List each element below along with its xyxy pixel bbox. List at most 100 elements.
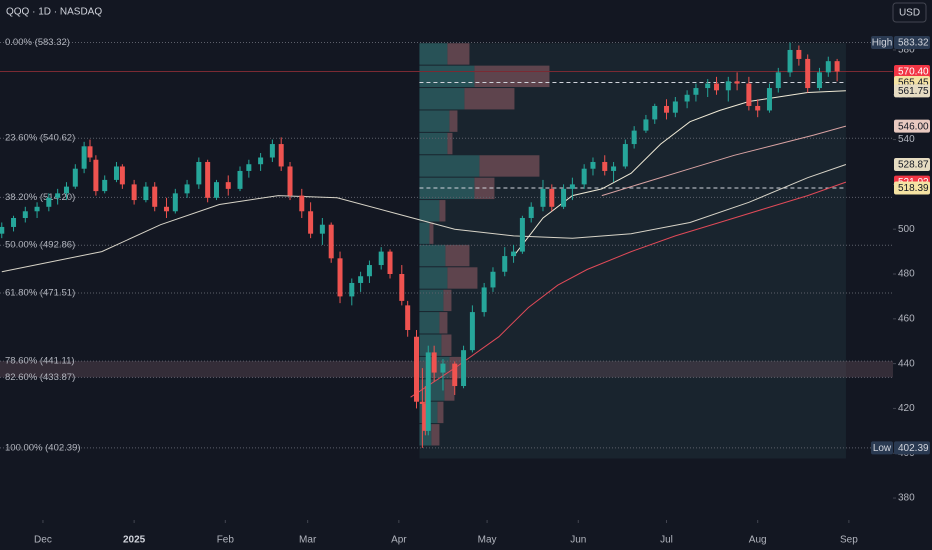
candle-body [481,287,487,313]
volume-up [419,222,430,244]
moving-average [513,90,846,257]
volume-down [464,88,515,110]
y-tick-label: 580 [898,45,915,56]
x-tick-label: Sep [840,535,858,546]
volume-down [443,289,452,312]
candle-body [502,256,508,272]
candle-body [172,193,178,212]
price-badge-label: 583.32 [898,38,929,49]
candle-body [299,195,305,212]
candle-body [328,224,334,259]
candle-body [805,58,811,89]
volume-up [419,110,450,132]
price-badge-label: 570.40 [898,67,929,78]
currency-button[interactable] [892,2,927,23]
candle-body [81,146,87,169]
candle-body [834,61,840,72]
candle-body [422,403,428,431]
candle-body [622,144,628,167]
candle-body [519,217,525,252]
y-tick-label: 380 [898,493,915,504]
volume-down [431,424,440,446]
candle-body [664,105,670,113]
candle-body [440,363,446,373]
candle-body [590,161,596,169]
x-tick-label: Feb [217,535,235,546]
y-tick-label: 540 [898,134,915,145]
candle-body [452,363,458,387]
volume-up [419,244,446,267]
candle-body [540,188,546,207]
volume-down [449,110,458,132]
candle-body [684,94,690,102]
candle-body [63,186,69,194]
candle-body [72,168,78,187]
candle-body [337,258,343,297]
x-tick-label: May [478,535,497,546]
y-tick-label: 460 [898,313,915,324]
x-tick-label: Aug [749,535,767,546]
volume-up [419,289,444,312]
volume-down [437,401,444,424]
chart-title: QQQ · 1D · NASDAQ [6,7,102,18]
volume-down [447,267,478,289]
candle-body [119,166,125,185]
candle-body [725,81,731,91]
price-badge-label: 528.87 [898,160,929,171]
price-badge [894,158,930,172]
x-tick-label: Dec [34,535,52,546]
candle-body [358,276,364,283]
volume-down [447,132,453,155]
fib-label: 0.00% (583.32) [5,37,70,48]
volume-up [419,155,480,177]
volume-up [419,334,442,356]
currency-label[interactable]: USD [899,8,920,19]
volume-down [474,65,550,88]
fib-label: 82.60% (433.87) [5,372,75,383]
candle-body [287,166,293,196]
candle-body [511,251,517,257]
candle-body [184,184,190,194]
price-badge [894,441,930,455]
price-badge-label: 565.45 [898,78,929,89]
candle-body [46,197,52,207]
candle-body [87,146,93,158]
candle-body [278,144,284,167]
candle-body [490,271,496,288]
candle-body [581,168,587,185]
fib-label: 50.00% (492.86) [5,240,75,251]
volume-up [419,177,475,200]
volume-up [419,267,448,289]
candle-body [766,88,772,111]
candle-body [405,305,411,331]
candle-body [366,265,372,277]
candle-body [131,184,137,201]
candle-body [461,350,467,387]
candle-body [643,119,649,131]
candle-body [469,312,475,351]
candle-body [102,179,108,192]
volume-up [419,88,465,110]
volume-up [419,43,448,65]
candle-body [602,161,608,171]
candle-body [825,61,831,73]
candle-body [796,49,802,59]
candle-body [0,226,5,234]
fib-label: 100.00% (402.39) [5,442,81,453]
candle-body [387,251,393,275]
price-badge [894,119,930,133]
candle-body [213,182,219,198]
volume-down [479,155,540,177]
candle-body [549,188,555,207]
fib-label: 38.20% (514.20) [5,192,75,203]
price-badge [894,181,930,195]
volume-up [419,312,440,334]
volume-down [439,312,448,334]
candle-body [611,166,617,171]
x-tick-label: Apr [391,535,407,546]
candle-body [55,193,61,198]
price-badge-label: 561.75 [898,86,929,97]
fib-label: 61.80% (471.51) [5,288,75,299]
candle-body [734,81,740,84]
